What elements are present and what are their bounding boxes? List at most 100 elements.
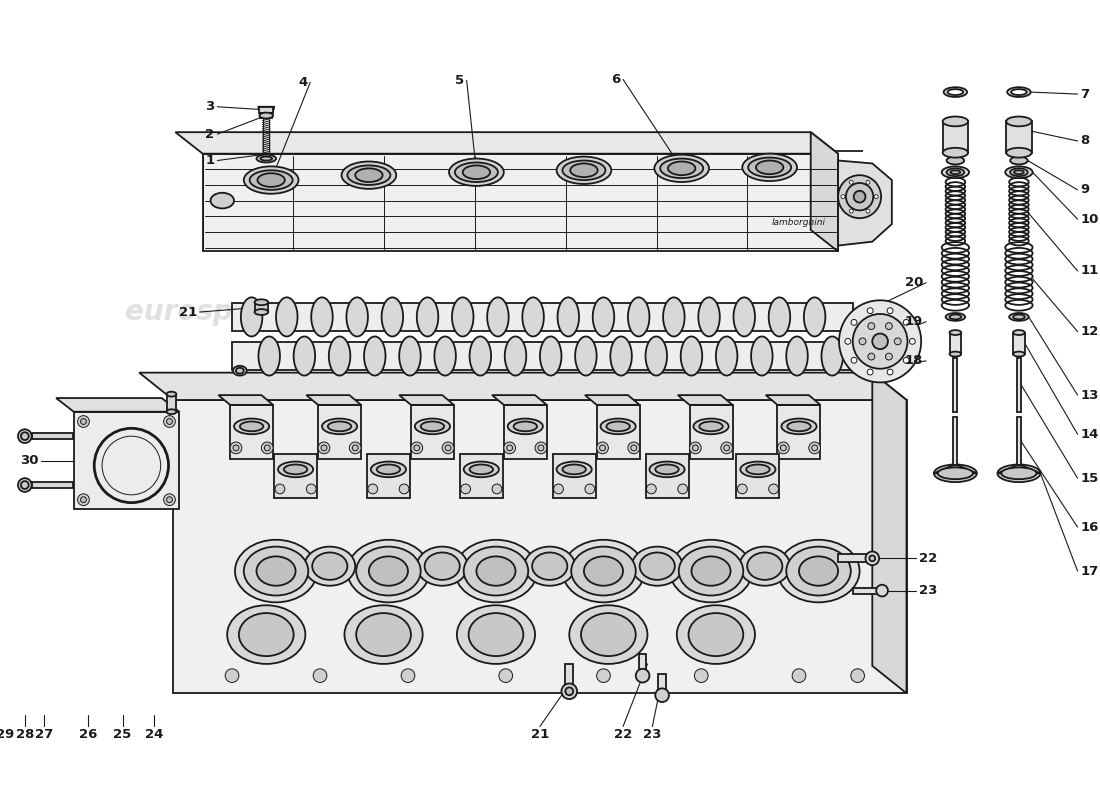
Ellipse shape: [256, 154, 276, 162]
Text: eurospares: eurospares: [448, 190, 623, 218]
Ellipse shape: [455, 540, 537, 602]
Text: 15: 15: [1080, 472, 1099, 485]
Ellipse shape: [679, 546, 744, 595]
Ellipse shape: [355, 168, 383, 182]
Bar: [230, 405, 273, 458]
Circle shape: [867, 369, 873, 375]
Ellipse shape: [322, 418, 358, 434]
Bar: [254, 302, 268, 312]
Bar: [74, 412, 179, 510]
Bar: [639, 654, 647, 672]
Ellipse shape: [693, 418, 728, 434]
Circle shape: [678, 484, 688, 494]
Ellipse shape: [235, 540, 317, 602]
Ellipse shape: [348, 540, 429, 602]
Ellipse shape: [739, 546, 790, 586]
Ellipse shape: [742, 154, 797, 181]
Ellipse shape: [628, 298, 649, 337]
Circle shape: [851, 319, 857, 326]
Ellipse shape: [646, 337, 667, 375]
Ellipse shape: [344, 606, 422, 664]
Ellipse shape: [294, 337, 315, 375]
Bar: [690, 405, 733, 458]
Circle shape: [737, 484, 747, 494]
Circle shape: [18, 430, 32, 443]
Ellipse shape: [1006, 148, 1032, 158]
Bar: [1018, 417, 1021, 466]
Ellipse shape: [947, 89, 964, 95]
Ellipse shape: [558, 298, 579, 337]
Ellipse shape: [944, 87, 967, 97]
Polygon shape: [174, 400, 906, 694]
Circle shape: [859, 338, 866, 345]
Circle shape: [903, 358, 909, 363]
Text: 22: 22: [614, 728, 632, 741]
Ellipse shape: [1009, 313, 1028, 321]
Ellipse shape: [943, 148, 968, 158]
Text: 22: 22: [920, 552, 937, 565]
Ellipse shape: [1011, 89, 1026, 95]
Circle shape: [314, 669, 327, 682]
Circle shape: [166, 418, 173, 425]
Ellipse shape: [276, 298, 297, 337]
Ellipse shape: [649, 462, 684, 478]
Ellipse shape: [532, 553, 568, 580]
Circle shape: [507, 445, 513, 451]
Ellipse shape: [570, 163, 597, 177]
Polygon shape: [258, 106, 274, 114]
Circle shape: [877, 585, 888, 597]
Circle shape: [647, 484, 657, 494]
Ellipse shape: [1001, 467, 1036, 479]
Bar: [949, 333, 961, 354]
Ellipse shape: [399, 337, 420, 375]
Ellipse shape: [522, 298, 543, 337]
Ellipse shape: [415, 418, 450, 434]
Ellipse shape: [610, 337, 631, 375]
Ellipse shape: [934, 465, 977, 482]
Text: 25: 25: [113, 728, 132, 741]
Circle shape: [561, 683, 578, 699]
Circle shape: [2, 482, 8, 488]
Ellipse shape: [348, 166, 390, 185]
Ellipse shape: [950, 170, 960, 174]
Circle shape: [275, 484, 285, 494]
Polygon shape: [175, 132, 838, 154]
Ellipse shape: [470, 465, 493, 474]
Ellipse shape: [698, 298, 719, 337]
Polygon shape: [838, 161, 892, 246]
Ellipse shape: [946, 313, 965, 321]
Circle shape: [867, 308, 873, 314]
Ellipse shape: [778, 540, 859, 602]
Bar: [411, 405, 454, 458]
Circle shape: [585, 484, 595, 494]
Ellipse shape: [557, 157, 612, 184]
Ellipse shape: [1013, 314, 1025, 319]
Bar: [954, 358, 957, 412]
Bar: [736, 454, 780, 498]
Ellipse shape: [210, 193, 234, 209]
Bar: [232, 342, 853, 370]
Text: 28: 28: [15, 728, 34, 741]
Ellipse shape: [508, 418, 543, 434]
Circle shape: [812, 445, 817, 451]
Circle shape: [866, 180, 870, 184]
Ellipse shape: [166, 392, 176, 397]
Bar: [852, 588, 882, 594]
Circle shape: [869, 555, 876, 562]
Polygon shape: [678, 395, 733, 405]
Ellipse shape: [1008, 87, 1031, 97]
Text: 19: 19: [905, 315, 923, 328]
Circle shape: [538, 445, 543, 451]
Ellipse shape: [487, 298, 508, 337]
Text: 13: 13: [1080, 389, 1099, 402]
Text: 24: 24: [145, 728, 163, 741]
Circle shape: [399, 484, 409, 494]
Circle shape: [350, 442, 361, 454]
Bar: [565, 664, 573, 686]
Ellipse shape: [505, 337, 526, 375]
Ellipse shape: [312, 553, 348, 580]
Ellipse shape: [660, 158, 703, 178]
Ellipse shape: [305, 546, 355, 586]
Ellipse shape: [236, 368, 244, 374]
Ellipse shape: [676, 606, 755, 664]
